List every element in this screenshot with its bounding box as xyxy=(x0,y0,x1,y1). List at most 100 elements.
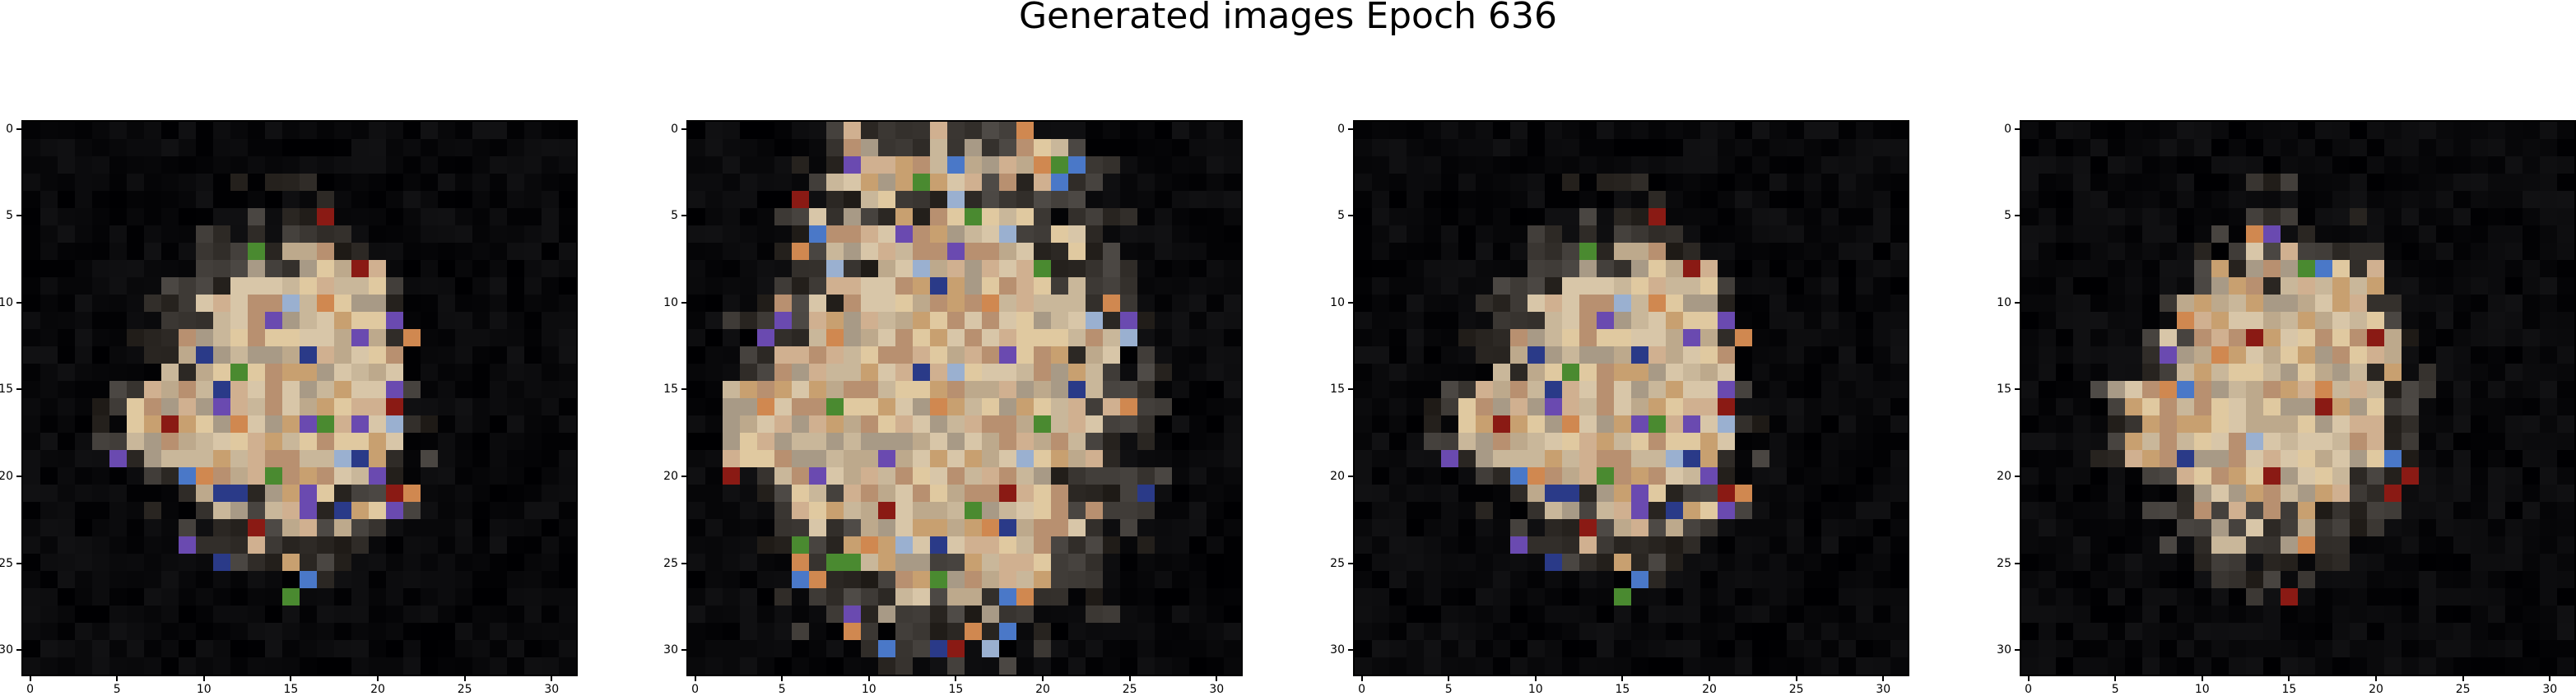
y-tick xyxy=(1348,649,1353,652)
x-tick-label: 20 xyxy=(2369,683,2383,696)
y-tick xyxy=(2015,476,2020,478)
x-tick xyxy=(2549,676,2551,681)
pixel-grid xyxy=(2021,122,2574,675)
x-tick-label: 30 xyxy=(2542,683,2558,696)
x-tick-label: 5 xyxy=(2111,683,2119,696)
generated-image-4 xyxy=(2020,120,2576,676)
x-tick xyxy=(1795,676,1797,681)
pixel-grid xyxy=(23,122,576,675)
x-tick-label: 10 xyxy=(861,683,876,696)
x-tick xyxy=(29,676,31,681)
y-tick-label: 30 xyxy=(0,643,13,657)
y-tick-label: 10 xyxy=(1997,295,2011,309)
y-tick xyxy=(16,649,21,652)
x-tick xyxy=(867,676,870,681)
y-tick-label: 20 xyxy=(663,470,678,484)
x-tick xyxy=(781,676,783,681)
x-tick xyxy=(1882,676,1885,681)
y-tick-label: 10 xyxy=(0,295,13,309)
y-tick xyxy=(16,476,21,478)
x-tick-label: 25 xyxy=(1122,683,1137,696)
y-tick xyxy=(1348,388,1353,391)
y-tick-label: 25 xyxy=(0,556,13,570)
generated-image-2 xyxy=(686,120,1243,676)
y-tick-label: 0 xyxy=(671,122,678,136)
y-tick-label: 0 xyxy=(1337,122,1345,136)
y-tick xyxy=(1348,215,1353,217)
x-tick xyxy=(694,676,696,681)
y-tick xyxy=(681,215,686,217)
y-tick xyxy=(2015,562,2020,564)
x-tick xyxy=(1621,676,1624,681)
y-tick xyxy=(16,301,21,304)
x-tick xyxy=(1360,676,1363,681)
y-tick-label: 25 xyxy=(1330,556,1345,570)
y-tick xyxy=(16,128,21,130)
x-tick-label: 30 xyxy=(1209,683,1225,696)
y-tick-label: 25 xyxy=(1997,556,2011,570)
y-tick-label: 5 xyxy=(6,209,13,223)
figure-title: Generated images Epoch 636 xyxy=(1018,0,1558,37)
generated-image-3 xyxy=(1353,120,1909,676)
x-tick-label: 0 xyxy=(2025,683,2033,696)
x-tick-label: 0 xyxy=(691,683,700,696)
x-tick-label: 5 xyxy=(113,683,121,696)
x-tick xyxy=(1534,676,1537,681)
x-tick xyxy=(116,676,119,681)
x-tick xyxy=(202,676,205,681)
x-tick xyxy=(2201,676,2203,681)
x-tick xyxy=(1042,676,1044,681)
y-tick xyxy=(2015,649,2020,652)
y-tick xyxy=(681,476,686,478)
x-tick xyxy=(2462,676,2464,681)
y-tick-label: 20 xyxy=(0,470,13,484)
x-tick xyxy=(463,676,466,681)
y-tick xyxy=(16,215,21,217)
y-tick xyxy=(681,128,686,130)
y-tick-label: 5 xyxy=(1337,209,1345,223)
x-tick-label: 15 xyxy=(948,683,964,696)
y-tick xyxy=(2015,388,2020,391)
y-tick xyxy=(681,388,686,391)
y-tick-label: 15 xyxy=(663,383,678,397)
y-tick-label: 5 xyxy=(671,209,678,223)
x-tick-label: 0 xyxy=(1358,683,1366,696)
x-tick xyxy=(290,676,292,681)
x-tick-label: 20 xyxy=(1702,683,1717,696)
generated-image-1 xyxy=(21,120,578,676)
y-tick xyxy=(1348,562,1353,564)
y-tick-label: 25 xyxy=(663,556,678,570)
x-tick xyxy=(1128,676,1131,681)
x-tick-label: 20 xyxy=(370,683,385,696)
y-tick-label: 30 xyxy=(1330,643,1345,657)
y-tick xyxy=(2015,215,2020,217)
x-tick-label: 15 xyxy=(1615,683,1630,696)
y-tick-label: 15 xyxy=(1997,383,2011,397)
x-tick-label: 5 xyxy=(1444,683,1453,696)
x-tick xyxy=(2375,676,2378,681)
y-tick xyxy=(2015,128,2020,130)
y-tick-label: 10 xyxy=(663,295,678,309)
y-tick xyxy=(681,301,686,304)
y-tick xyxy=(1348,128,1353,130)
x-tick xyxy=(1448,676,1450,681)
y-tick-label: 0 xyxy=(2004,122,2011,136)
x-tick xyxy=(2114,676,2117,681)
y-tick-label: 15 xyxy=(1330,383,1345,397)
x-tick xyxy=(1709,676,1711,681)
x-tick-label: 15 xyxy=(2281,683,2297,696)
x-tick xyxy=(377,676,379,681)
y-tick-label: 5 xyxy=(2004,209,2011,223)
x-tick-label: 5 xyxy=(778,683,786,696)
y-tick xyxy=(16,388,21,391)
x-tick xyxy=(2027,676,2030,681)
y-tick xyxy=(681,649,686,652)
pixel-grid xyxy=(1355,122,1908,675)
x-tick-label: 10 xyxy=(196,683,212,696)
y-tick xyxy=(2015,301,2020,304)
x-tick xyxy=(551,676,553,681)
pixel-grid xyxy=(688,122,1241,675)
x-tick xyxy=(955,676,957,681)
y-tick-label: 30 xyxy=(663,643,678,657)
y-tick-label: 30 xyxy=(1997,643,2011,657)
